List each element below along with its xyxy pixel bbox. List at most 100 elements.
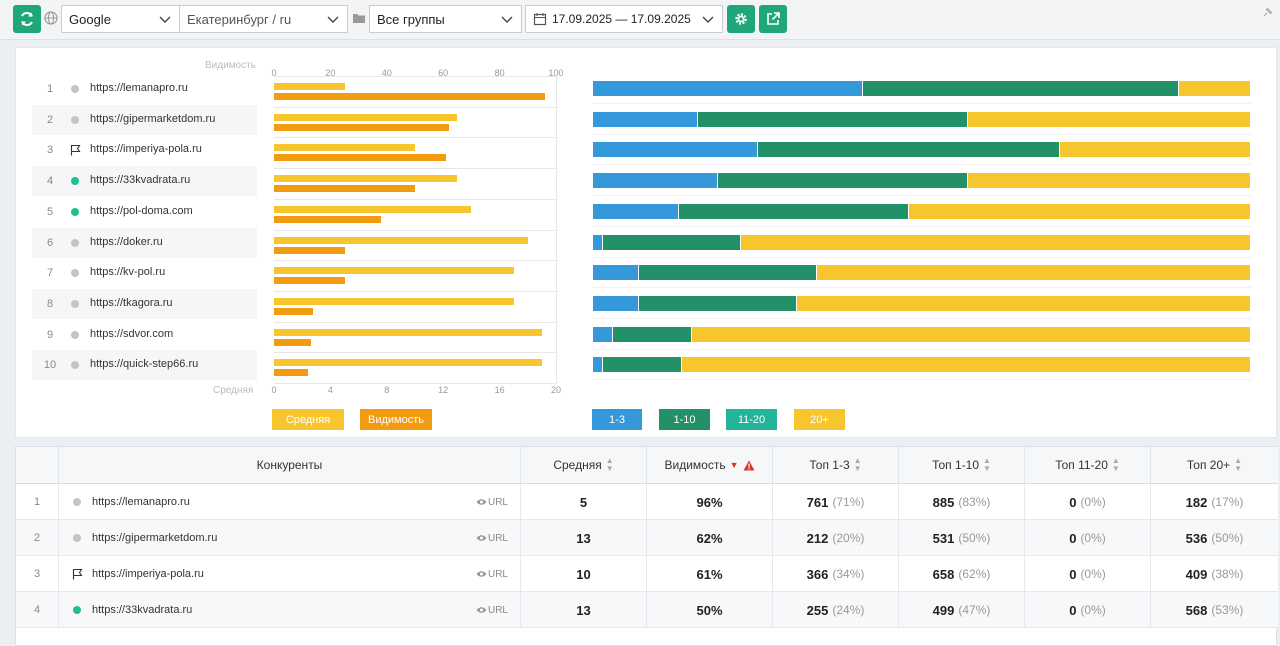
cell-vis: 50% xyxy=(647,592,773,628)
header-competitors[interactable]: Конкуренты xyxy=(59,447,521,484)
competitor-url[interactable]: https://gipermarketdom.ru xyxy=(90,112,216,125)
header-top-1-3[interactable]: Топ 1-3 ▲ ▼ xyxy=(773,447,899,484)
competitor-url[interactable]: https://lemanapro.ru xyxy=(90,82,188,94)
calendar-icon xyxy=(533,13,547,26)
visibility-axis-label: Видимость xyxy=(205,60,256,71)
visibility-bar xyxy=(274,277,345,285)
competitor-url[interactable]: https://imperiya-pola.ru xyxy=(90,143,202,156)
segment-top-1-10 xyxy=(639,295,797,311)
eye-icon xyxy=(476,571,487,577)
export-icon xyxy=(767,12,780,25)
competitor-url[interactable]: https://pol-doma.com xyxy=(90,204,193,217)
view-url-link[interactable]: URL xyxy=(476,497,508,508)
cell-value: 61% xyxy=(696,566,723,582)
region-value: Екатеринбург / ru xyxy=(187,11,292,27)
header-top-11-20[interactable]: Топ 11-20 ▲ ▼ xyxy=(1025,447,1151,484)
competitor-url[interactable]: https://tkagora.ru xyxy=(90,296,173,309)
header-top-1-10[interactable]: Топ 1-10 ▲ ▼ xyxy=(899,447,1025,484)
competitor-url[interactable]: https://kv-pol.ru xyxy=(90,266,166,279)
legend-visibility[interactable]: Видимость xyxy=(360,409,432,430)
legend-top-1-3[interactable]: 1-3 xyxy=(592,409,642,430)
row-number: 6 xyxy=(46,236,54,249)
view-url-link[interactable]: URL xyxy=(476,605,508,616)
cell-percent: (50%) xyxy=(958,531,991,545)
cell-percent: (62%) xyxy=(958,567,991,581)
cell-value: 255 xyxy=(806,602,829,618)
cell-top3: 255 (24%) xyxy=(773,592,899,628)
cell-percent: (17%) xyxy=(1211,495,1244,509)
date-range-select[interactable]: 17.09.2025 — 17.09.2025 xyxy=(525,5,723,33)
cell-top3: 212 (20%) xyxy=(773,520,899,556)
segment-top-1-3 xyxy=(593,295,640,311)
segment-top-1-3 xyxy=(593,265,640,281)
legend-top-20-plus[interactable]: 20+ xyxy=(794,409,845,430)
cell-top1120: 0 (0%) xyxy=(1025,520,1151,556)
cell-value: 182 xyxy=(1185,494,1208,510)
view-url-link[interactable]: URL xyxy=(476,533,508,544)
toolbar: Google Екатеринбург / ru Все группы 17.0… xyxy=(0,0,1280,40)
competitor-url[interactable]: https://imperiya-pola.ru xyxy=(92,568,204,580)
segment-top-1-3 xyxy=(593,81,863,96)
competitor-url[interactable]: https://33kvadrata.ru xyxy=(90,174,191,187)
sort-icon: ▲ ▼ xyxy=(605,456,614,473)
header-top-20-plus[interactable]: Топ 20+ ▲ ▼ xyxy=(1151,447,1278,484)
gridline xyxy=(593,195,1251,197)
search-engine-select[interactable]: Google xyxy=(61,5,180,33)
sort-icon: ▲ ▼ xyxy=(1234,456,1243,473)
segment-top-1-3 xyxy=(593,203,679,219)
competitor-url[interactable]: https://33kvadrata.ru xyxy=(92,604,193,616)
header-average[interactable]: Средняя ▲ ▼ xyxy=(521,447,647,484)
status-dot-green xyxy=(73,606,81,614)
row-number: 4 xyxy=(46,175,54,188)
refresh-button[interactable] xyxy=(13,5,41,33)
axis-tick-visibility: 0 xyxy=(271,68,277,78)
sort-icon: ▲ ▼ xyxy=(853,456,862,473)
cell-top10: 658 (62%) xyxy=(899,556,1025,592)
axis-tick-average: 20 xyxy=(550,385,561,395)
header-visibility[interactable]: Видимость ▼ xyxy=(647,447,773,484)
segment-top-20-plus xyxy=(691,326,1251,342)
pin-icon[interactable] xyxy=(1262,6,1274,18)
segment-top-1-10 xyxy=(862,81,1179,96)
settings-button[interactable] xyxy=(727,5,755,33)
cell-value: 0 xyxy=(1069,530,1077,546)
legend-average[interactable]: Средняя xyxy=(272,409,344,430)
search-engine-value: Google xyxy=(69,11,111,27)
region-select[interactable]: Екатеринбург / ru xyxy=(179,5,348,33)
gridline xyxy=(274,168,556,170)
competitor-url[interactable]: https://gipermarketdom.ru xyxy=(92,532,218,544)
cell-percent: (24%) xyxy=(832,603,865,617)
average-bar xyxy=(274,205,472,213)
legend-top-1-10[interactable]: 1-10 xyxy=(659,409,710,430)
group-select[interactable]: Все группы xyxy=(369,5,522,33)
gridline xyxy=(274,137,556,139)
cell-value: 50% xyxy=(696,602,723,618)
competitor-url[interactable]: https://quick-step66.ru xyxy=(90,358,199,371)
sort-desc-icon: ▼ xyxy=(729,460,739,470)
stacked-bar xyxy=(593,81,1251,96)
stacked-bar xyxy=(593,234,1251,250)
cell-top20p: 409 (38%) xyxy=(1151,556,1278,592)
gridline xyxy=(593,225,1251,227)
status-dot-gray xyxy=(71,269,79,278)
warning-icon xyxy=(743,460,754,470)
url-label: URL xyxy=(487,568,508,580)
legend-top-11-20[interactable]: 11-20 xyxy=(726,409,777,430)
axis-tick-visibility: 80 xyxy=(494,68,505,78)
gridline xyxy=(274,260,556,262)
eye-icon xyxy=(476,607,487,613)
view-url-link[interactable]: URL xyxy=(476,569,508,580)
competitor-url[interactable]: https://sdvor.com xyxy=(90,327,174,340)
cell-top1120: 0 (0%) xyxy=(1025,484,1151,520)
status-dot-gray xyxy=(73,534,81,542)
export-button[interactable] xyxy=(759,5,787,33)
row-number: 10 xyxy=(43,359,57,372)
competitor-url[interactable]: https://doker.ru xyxy=(90,235,163,248)
segment-top-20-plus xyxy=(968,173,1251,189)
competitor-url[interactable]: https://lemanapro.ru xyxy=(92,496,190,508)
status-dot-gray xyxy=(73,498,81,506)
status-dot-gray xyxy=(71,85,79,93)
competitor-cell: https://imperiya-pola.ru URL xyxy=(59,556,521,592)
status-dot-gray xyxy=(71,238,79,247)
chevron-down-icon xyxy=(327,16,339,23)
